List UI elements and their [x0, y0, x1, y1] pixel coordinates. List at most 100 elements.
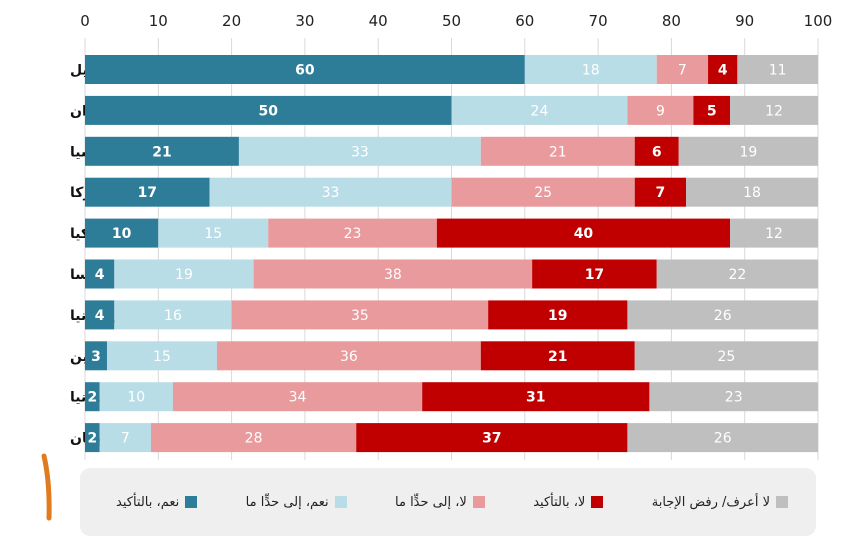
data-label: 18: [582, 63, 600, 79]
bar-segment: [634, 341, 818, 371]
bar-segment: [634, 177, 687, 207]
data-label: 7: [656, 185, 666, 201]
bar-segment: [656, 55, 709, 84]
data-label: 2: [87, 431, 97, 447]
data-label: 15: [153, 349, 171, 365]
bar-segment: [422, 382, 650, 412]
legend-item-dont-know: لا أعرف/ رفض الإجابة: [652, 495, 788, 510]
legend-swatch-yes-somewhat: [334, 496, 347, 508]
data-label: 34: [289, 390, 307, 406]
bar-segment: [85, 177, 210, 207]
x-tick-label: 50: [442, 12, 461, 30]
x-tick-label: 30: [295, 12, 314, 30]
x-tick-label: 60: [515, 12, 534, 30]
bar-segment: [231, 300, 489, 330]
legend-label-no-somewhat: لا، إلى حدٍّا ما: [395, 494, 467, 510]
data-label: 60: [295, 63, 315, 79]
bar-segment: [85, 300, 115, 330]
legend-item-no-somewhat: لا، إلى حدٍّا ما: [395, 495, 485, 510]
data-label: 21: [548, 349, 567, 365]
data-label: 21: [152, 144, 171, 160]
bar-segment: [172, 382, 423, 412]
legend-items: نعم، بالتأكيد نعم، إلى حدٍّا ما لا، إلى …: [80, 468, 816, 536]
bar-segment: [158, 218, 269, 248]
legend: نعم، بالتأكيد نعم، إلى حدٍّا ما لا، إلى …: [80, 468, 816, 536]
data-label: 38: [384, 267, 402, 283]
data-label: 33: [351, 144, 369, 160]
bar-segment: [532, 259, 657, 289]
data-label: 35: [351, 308, 369, 324]
data-label: 6: [652, 144, 662, 160]
legend-label-yes-somewhat: نعم، إلى حدٍّا ما: [245, 494, 329, 510]
bar-segment: [627, 95, 694, 125]
bar-segment: [451, 95, 628, 125]
bar-segment: [85, 95, 452, 125]
legend-item-yes-definitely: نعم، بالتأكيد: [116, 494, 198, 510]
bar-segment: [480, 341, 635, 371]
data-label: 19: [739, 144, 757, 160]
legend-swatch-no-somewhat: [472, 496, 485, 508]
x-tick-label: 10: [149, 12, 168, 30]
x-tick-label: 80: [662, 12, 681, 30]
bar-segment: [150, 423, 357, 453]
data-label: 25: [534, 185, 552, 201]
bar-segment: [268, 218, 437, 248]
bar-segment: [693, 95, 731, 125]
bar-segment: [634, 136, 679, 166]
bar-segment: [649, 382, 818, 412]
legend-item-yes-somewhat: نعم، إلى حدٍّا ما: [246, 495, 347, 510]
bar-segment: [627, 300, 818, 330]
legend-swatch-yes-definitely: [185, 496, 198, 508]
bar-segment: [730, 218, 818, 248]
legend-swatch-dont-know: [776, 496, 788, 508]
bar-segment: [730, 95, 818, 125]
data-label: 4: [95, 267, 105, 283]
x-tick-label: 70: [589, 12, 608, 30]
data-label: 23: [344, 226, 362, 242]
bar-segment: [451, 177, 635, 207]
data-label: 11: [769, 63, 787, 79]
data-label: 17: [138, 185, 157, 201]
data-label: 31: [526, 390, 545, 406]
bar-segment: [488, 300, 628, 330]
x-tick-label: 20: [222, 12, 241, 30]
bar-segment: [85, 341, 107, 371]
data-label: 33: [322, 185, 340, 201]
bar-segment: [85, 423, 100, 453]
data-label: 7: [678, 63, 687, 79]
bar-segment: [678, 136, 818, 166]
bar-segment: [627, 423, 818, 453]
data-label: 17: [585, 267, 604, 283]
data-label: 24: [531, 103, 549, 119]
legend-label-dont-know: لا أعرف/ رفض الإجابة: [651, 494, 770, 510]
data-label: 15: [204, 226, 222, 242]
data-label: 50: [259, 103, 279, 119]
x-tick-label: 90: [735, 12, 754, 30]
bar-segment: [480, 136, 635, 166]
data-label: 26: [714, 431, 732, 447]
data-label: 12: [765, 103, 783, 119]
bar-segment: [656, 259, 818, 289]
data-label: 21: [549, 144, 567, 160]
bar-segment: [356, 423, 628, 453]
bar-segment: [436, 218, 731, 248]
bar-segment: [114, 300, 232, 330]
legend-item-no-definitely: لا، بالتأكيد: [533, 495, 604, 510]
data-label: 9: [656, 103, 665, 119]
x-tick-label: 40: [369, 12, 388, 30]
stacked-bar-chart: 0102030405060708090100إسرائيل60187411إير…: [70, 12, 832, 460]
legend-label-yes-definitely: نعم، بالتأكيد: [116, 494, 180, 510]
data-label: 22: [728, 267, 746, 283]
data-label: 25: [717, 349, 735, 365]
data-label: 3: [91, 349, 101, 365]
data-label: 7: [121, 431, 130, 447]
bar-segment: [106, 341, 217, 371]
data-label: 2: [87, 390, 97, 406]
data-label: 26: [714, 308, 732, 324]
data-label: 23: [725, 390, 743, 406]
bar-segment: [85, 382, 100, 412]
orange-accent-stroke: [41, 453, 52, 521]
bar-segment: [99, 423, 151, 453]
bar-segment: [708, 55, 738, 84]
